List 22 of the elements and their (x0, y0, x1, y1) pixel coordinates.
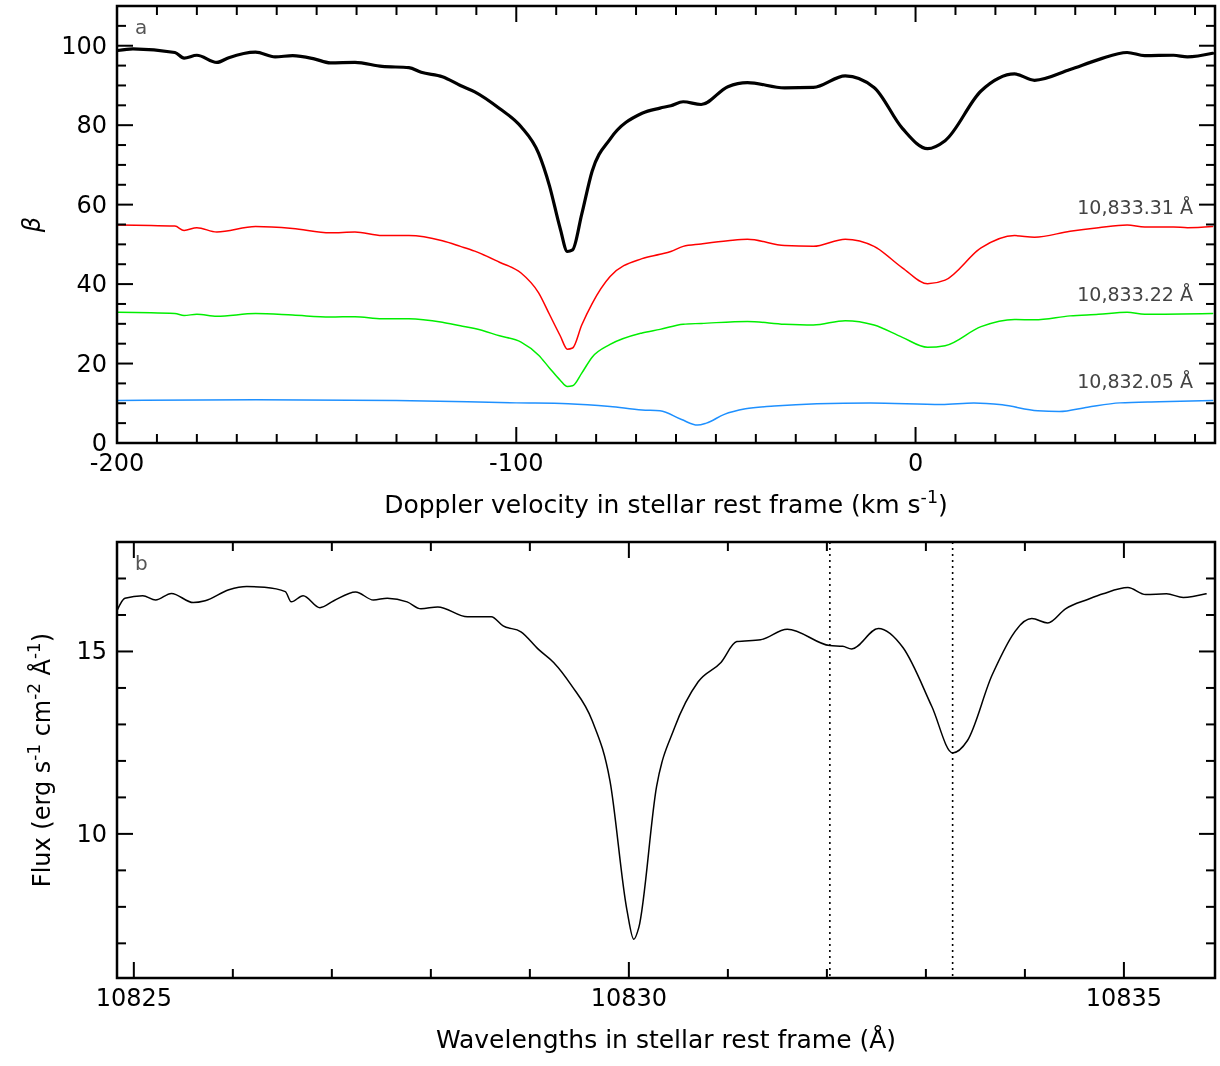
x-tick-label: 10825 (95, 984, 173, 1012)
y-tick-label: 100 (61, 31, 107, 60)
y-tick-label: 15 (76, 637, 107, 666)
y-axis-title: β (18, 216, 46, 234)
line-series (117, 398, 1214, 426)
x-tick-label: -100 (489, 449, 544, 477)
y-tick-label: 60 (76, 190, 107, 219)
x-tick-label: 0 (907, 449, 924, 477)
y-tick-label: 20 (76, 349, 107, 378)
x-axis-title: Wavelengths in stellar rest frame (Å) (435, 1025, 897, 1054)
y-tick-label: 10 (76, 819, 107, 848)
annotation: a (135, 15, 148, 39)
line-series (117, 311, 1214, 388)
y-tick-label: 80 (76, 111, 107, 140)
annotation: b (135, 551, 148, 575)
y-tick-label: 40 (76, 270, 107, 299)
x-axis-title: Doppler velocity in stellar rest frame (km s$^{-1}$) (384, 487, 948, 519)
x-tick-label: 10830 (590, 984, 668, 1012)
series-label: 10,833.31 Å (1077, 196, 1193, 219)
x-tick-label: 10835 (1085, 984, 1163, 1012)
series-label: 10,832.05 Å (1077, 370, 1193, 393)
series-label: 10,833.22 Å (1077, 283, 1193, 306)
